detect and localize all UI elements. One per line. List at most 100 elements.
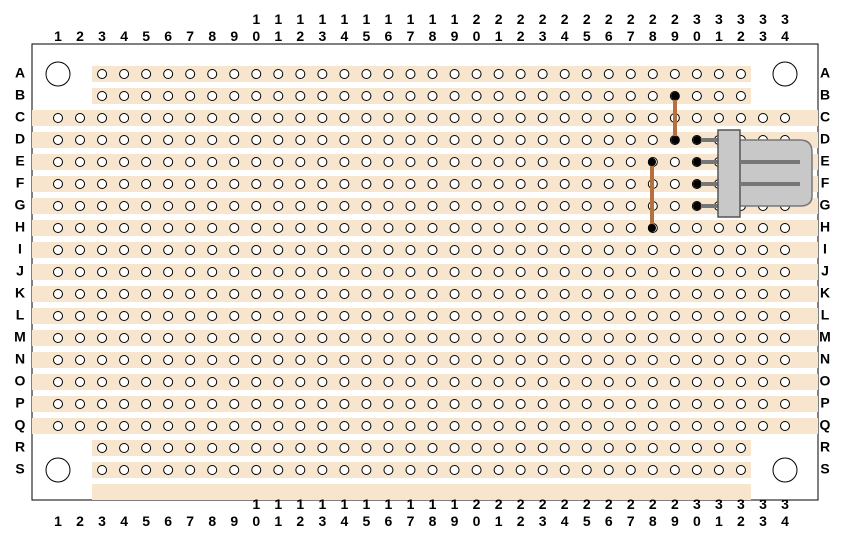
- hole: [251, 399, 262, 409]
- hole: [361, 267, 372, 277]
- hole: [273, 355, 284, 365]
- hole: [251, 223, 262, 233]
- hole: [625, 179, 636, 189]
- hole: [75, 311, 86, 321]
- hole: [273, 443, 284, 453]
- hole: [97, 245, 108, 255]
- hole: [361, 157, 372, 167]
- hole: [339, 421, 350, 431]
- hole: [603, 245, 614, 255]
- hole: [339, 443, 350, 453]
- hole: [691, 289, 702, 299]
- copper-strip: [32, 242, 818, 258]
- hole: [735, 333, 746, 343]
- hole: [251, 267, 262, 277]
- hole: [97, 135, 108, 145]
- hole: [163, 179, 174, 189]
- hole: [339, 245, 350, 255]
- hole: [625, 245, 636, 255]
- hole: [493, 333, 504, 343]
- hole: [185, 223, 196, 233]
- mounting-hole: [772, 457, 798, 483]
- row-label: K: [820, 285, 830, 301]
- hole: [537, 465, 548, 475]
- hole: [603, 223, 614, 233]
- hole: [361, 223, 372, 233]
- hole: [75, 179, 86, 189]
- hole: [405, 179, 416, 189]
- hole: [713, 443, 724, 453]
- hole: [163, 223, 174, 233]
- hole: [361, 69, 372, 79]
- row-label: L: [821, 307, 830, 323]
- copper-strip: [32, 220, 818, 236]
- hole: [251, 333, 262, 343]
- hole: [559, 223, 570, 233]
- hole: [449, 267, 460, 277]
- hole: [713, 113, 724, 123]
- hole: [141, 465, 152, 475]
- hole: [471, 465, 482, 475]
- hole: [207, 355, 218, 365]
- hole: [339, 223, 350, 233]
- hole: [383, 201, 394, 211]
- hole: [119, 333, 130, 343]
- hole: [581, 223, 592, 233]
- hole: [207, 289, 218, 299]
- row-label: D: [15, 131, 25, 147]
- hole: [185, 201, 196, 211]
- hole: [75, 355, 86, 365]
- hole: [75, 157, 86, 167]
- hole: [713, 267, 724, 277]
- column-label: 8: [208, 28, 216, 44]
- hole: [383, 179, 394, 189]
- hole: [581, 113, 592, 123]
- hole: [339, 179, 350, 189]
- hole: [185, 245, 196, 255]
- row-label: C: [15, 109, 25, 125]
- hole: [603, 443, 614, 453]
- row-label: E: [820, 153, 829, 169]
- hole: [163, 69, 174, 79]
- hole: [141, 223, 152, 233]
- hole: [361, 91, 372, 101]
- hole: [537, 355, 548, 365]
- hole: [295, 377, 306, 387]
- hole: [449, 113, 460, 123]
- hole: [449, 223, 460, 233]
- hole: [251, 201, 262, 211]
- hole: [471, 289, 482, 299]
- hole: [735, 355, 746, 365]
- hole: [251, 421, 262, 431]
- hole: [229, 377, 240, 387]
- hole: [581, 69, 592, 79]
- hole: [625, 113, 636, 123]
- hole: [625, 399, 636, 409]
- hole: [53, 311, 63, 321]
- hole: [427, 245, 438, 255]
- hole: [427, 355, 438, 365]
- hole: [295, 267, 306, 277]
- hole: [603, 91, 614, 101]
- hole: [449, 421, 460, 431]
- hole: [757, 355, 768, 365]
- hole: [559, 399, 570, 409]
- hole: [647, 91, 658, 101]
- hole: [295, 333, 306, 343]
- hole: [383, 289, 394, 299]
- row-label: K: [15, 285, 25, 301]
- hole: [471, 223, 482, 233]
- hole: [427, 113, 438, 123]
- solder-point: [648, 158, 656, 166]
- copper-strip: [32, 132, 818, 148]
- hole: [339, 157, 350, 167]
- hole: [97, 223, 108, 233]
- hole: [229, 91, 240, 101]
- hole: [713, 333, 724, 343]
- hole: [141, 135, 152, 145]
